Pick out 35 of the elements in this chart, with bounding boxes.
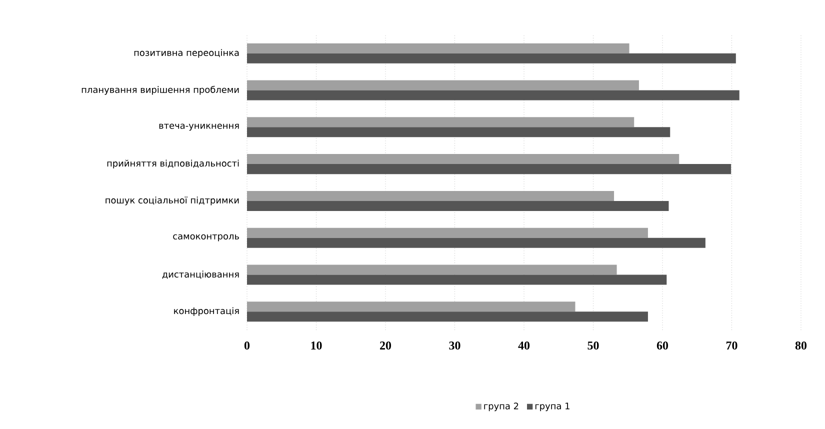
x-tick-label: 10 bbox=[311, 341, 322, 350]
bar bbox=[247, 264, 617, 275]
y-tick-label: конфронтація bbox=[174, 307, 239, 316]
bar bbox=[247, 154, 680, 164]
bar bbox=[247, 53, 736, 64]
bar bbox=[247, 200, 669, 211]
y-tick-label: позитивна переоцінка bbox=[134, 49, 239, 58]
x-tick-label: 40 bbox=[518, 341, 530, 350]
y-tick-label: планування вирішення проблеми bbox=[82, 86, 239, 95]
x-tick-label: 50 bbox=[588, 341, 599, 350]
bar bbox=[247, 43, 630, 54]
bar bbox=[247, 127, 670, 138]
y-tick-label: дистанціювання bbox=[162, 270, 239, 279]
bar bbox=[247, 117, 634, 128]
bar bbox=[247, 90, 740, 100]
bar bbox=[247, 228, 648, 238]
y-tick-label: пошук соціальної підтримки bbox=[106, 196, 239, 206]
y-tick-label: втеча-уникнення bbox=[159, 124, 239, 131]
y-tick-label: самоконтроль bbox=[173, 234, 239, 242]
bar bbox=[247, 238, 706, 248]
x-tick-label: 0 bbox=[244, 341, 250, 350]
x-tick-label: 30 bbox=[449, 341, 460, 350]
legend-label: група 2 bbox=[484, 402, 518, 412]
x-tick-label: 60 bbox=[656, 341, 668, 350]
bar bbox=[247, 80, 639, 90]
bar bbox=[247, 302, 576, 312]
x-tick-label: 70 bbox=[726, 341, 738, 350]
bar bbox=[247, 190, 614, 201]
bar bbox=[247, 312, 648, 322]
legend-label: група 1 bbox=[535, 402, 570, 412]
x-tick-label: 20 bbox=[380, 341, 392, 350]
y-tick-label: прийняття відповідальності bbox=[107, 160, 239, 168]
bar bbox=[247, 164, 732, 174]
x-tick-label: 80 bbox=[795, 341, 807, 350]
bar bbox=[247, 274, 667, 285]
